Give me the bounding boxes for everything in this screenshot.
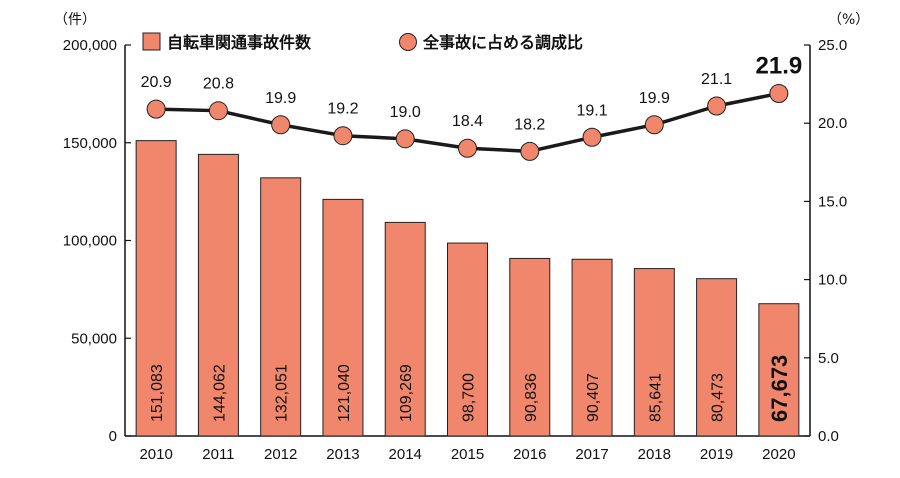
bar [135, 140, 177, 437]
x-tick-label: 2010 [139, 446, 172, 463]
y-right-tick-label: 5.0 [818, 350, 839, 367]
y-right-tick-label: 25.0 [818, 37, 847, 54]
line-data-label: 20.9 [141, 74, 172, 91]
line-data-label: 21.1 [701, 71, 732, 88]
bar [758, 303, 800, 437]
bar-data-label: 109,269 [398, 364, 415, 422]
line-point [582, 127, 602, 147]
bar-data-label: 90,407 [585, 373, 602, 422]
legend: 自転車関通事故件数 全事故に占める調成比 [142, 32, 583, 52]
legend-marker-line [399, 33, 417, 51]
bar [260, 177, 302, 437]
y-left-tick-label: 100,000 [63, 233, 117, 250]
y-left-tick-label: 0 [109, 428, 117, 445]
line-point [208, 101, 228, 121]
y-left-tick-label: 50,000 [71, 330, 117, 347]
line-data-label: 19.9 [265, 90, 296, 107]
y-left-unit: （件） [54, 12, 96, 28]
line-point [707, 96, 727, 116]
x-tick-label: 2015 [451, 446, 484, 463]
bar-series: 151,083 144,062 132,051 121,040 109,269 98,70… [135, 140, 800, 437]
line-data-label: 19.9 [639, 90, 670, 107]
bar-data-label: 121,040 [336, 364, 353, 422]
bar [509, 257, 551, 437]
x-tick-label: 2014 [389, 446, 422, 463]
line-point [644, 115, 664, 135]
legend-swatch-bar [142, 32, 161, 51]
line-point [520, 141, 540, 161]
bar-data-label: 80,473 [710, 373, 727, 422]
axes: 0 50,000 100,000 150,000 200,000 0.0 5.0 10.0 15… [63, 37, 847, 463]
bar [696, 278, 738, 437]
y-right-tick-label: 20.0 [818, 115, 847, 132]
line-series: 20.9 20.8 19.9 19.2 19.0 18.4 18.2 19.1 19.9 21.1… [141, 52, 803, 161]
bar-data-label: 98,700 [461, 373, 478, 422]
line-data-label: 18.4 [452, 113, 483, 130]
legend-label-bar: 自転車関通事故件数 [167, 33, 312, 52]
line-data-label: 21.9 [756, 52, 803, 79]
x-tick-label: 2011 [202, 446, 234, 463]
line-data-label: 18.2 [514, 116, 545, 133]
line-data-label: 19.1 [576, 102, 607, 119]
bar-data-label: 132,051 [274, 364, 291, 422]
bar [384, 221, 426, 437]
bar-data-label: 90,836 [523, 373, 540, 422]
x-tick-label: 2020 [762, 446, 795, 463]
line-point [333, 126, 353, 146]
x-tick-label: 2017 [575, 446, 608, 463]
bar [197, 153, 239, 437]
y-right-tick-label: 0.0 [818, 428, 839, 445]
line-data-label: 19.0 [390, 104, 421, 121]
y-left-tick-label: 150,000 [63, 135, 117, 152]
bar-data-label: 85,641 [647, 373, 664, 422]
line-data-label: 19.2 [327, 101, 358, 118]
line-point [769, 83, 789, 103]
y-right-tick-label: 15.0 [818, 193, 847, 210]
bar [447, 242, 488, 437]
x-tick-label: 2018 [638, 446, 671, 463]
line-point [271, 115, 291, 135]
bar-data-label: 67,673 [767, 355, 792, 422]
x-tick-label: 2019 [700, 446, 733, 463]
bar [633, 268, 675, 437]
x-tick-label: 2016 [513, 446, 546, 463]
y-right-tick-label: 10.0 [818, 272, 847, 289]
y-left-tick-label: 200,000 [63, 37, 117, 54]
x-tick-label: 2012 [264, 446, 297, 463]
line-point [395, 129, 415, 149]
bar-data-label: 144,062 [211, 364, 228, 422]
bar-data-label: 151,083 [149, 364, 166, 422]
line-data-label: 20.8 [203, 76, 234, 93]
y-right-unit: （%） [828, 12, 869, 28]
x-tick-label: 2013 [326, 446, 359, 463]
bar [322, 198, 364, 437]
line-point [458, 138, 477, 158]
bar [571, 258, 613, 437]
legend-label-line: 全事故に占める調成比 [422, 33, 583, 52]
line-point [146, 99, 166, 119]
